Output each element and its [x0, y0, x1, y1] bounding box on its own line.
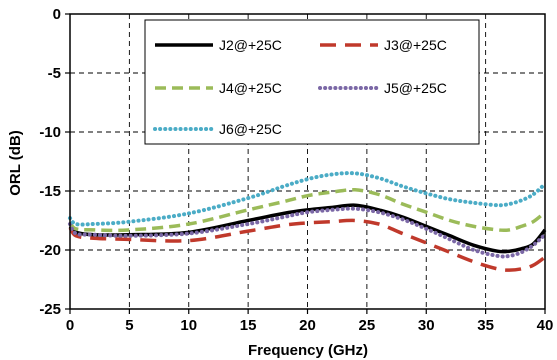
y-tick-label: 0 — [53, 6, 61, 23]
legend-label: J4@+25C — [219, 80, 282, 96]
series-line-J4@+25C — [68, 187, 547, 233]
series-line-J2@+25C — [68, 203, 547, 254]
x-axis-title: Frequency (GHz) — [248, 342, 368, 359]
x-tick-label: 25 — [359, 317, 376, 334]
legend-label: J5@+25C — [384, 80, 447, 96]
x-tick-label: 10 — [180, 317, 197, 334]
legend-label: J6@+25C — [219, 121, 282, 137]
legend: J2@+25C J3@+25C J4@+25C J5@+25C J6@+25C — [144, 19, 480, 145]
legend-label: J3@+25C — [384, 37, 447, 53]
x-tick-label: 30 — [418, 317, 435, 334]
legend-label: J2@+25C — [219, 37, 282, 53]
axis-ticks: 0 5 10 15 20 25 30 35 40 0 -5 -10 -15 -20 -25 — [39, 6, 553, 334]
series-layer — [68, 171, 547, 272]
x-tick-label: 15 — [240, 317, 257, 334]
series-line-J5@+25C — [68, 206, 547, 259]
series-line-J6@+25C — [68, 171, 547, 227]
y-tick-label: -20 — [39, 242, 61, 259]
y-tick-label: -25 — [39, 301, 61, 318]
series-line-J3@+25C — [68, 218, 547, 272]
y-tick-label: -5 — [48, 65, 61, 82]
x-tick-label: 20 — [299, 317, 316, 334]
x-tick-label: 40 — [537, 317, 554, 334]
x-tick-label: 0 — [66, 317, 74, 334]
x-tick-label: 5 — [125, 317, 133, 334]
legend-box — [144, 19, 480, 145]
y-tick-label: -15 — [39, 183, 61, 200]
y-axis-title: ORL (dB) — [7, 130, 24, 196]
y-tick-label: -10 — [39, 124, 61, 141]
x-tick-label: 35 — [477, 317, 494, 334]
